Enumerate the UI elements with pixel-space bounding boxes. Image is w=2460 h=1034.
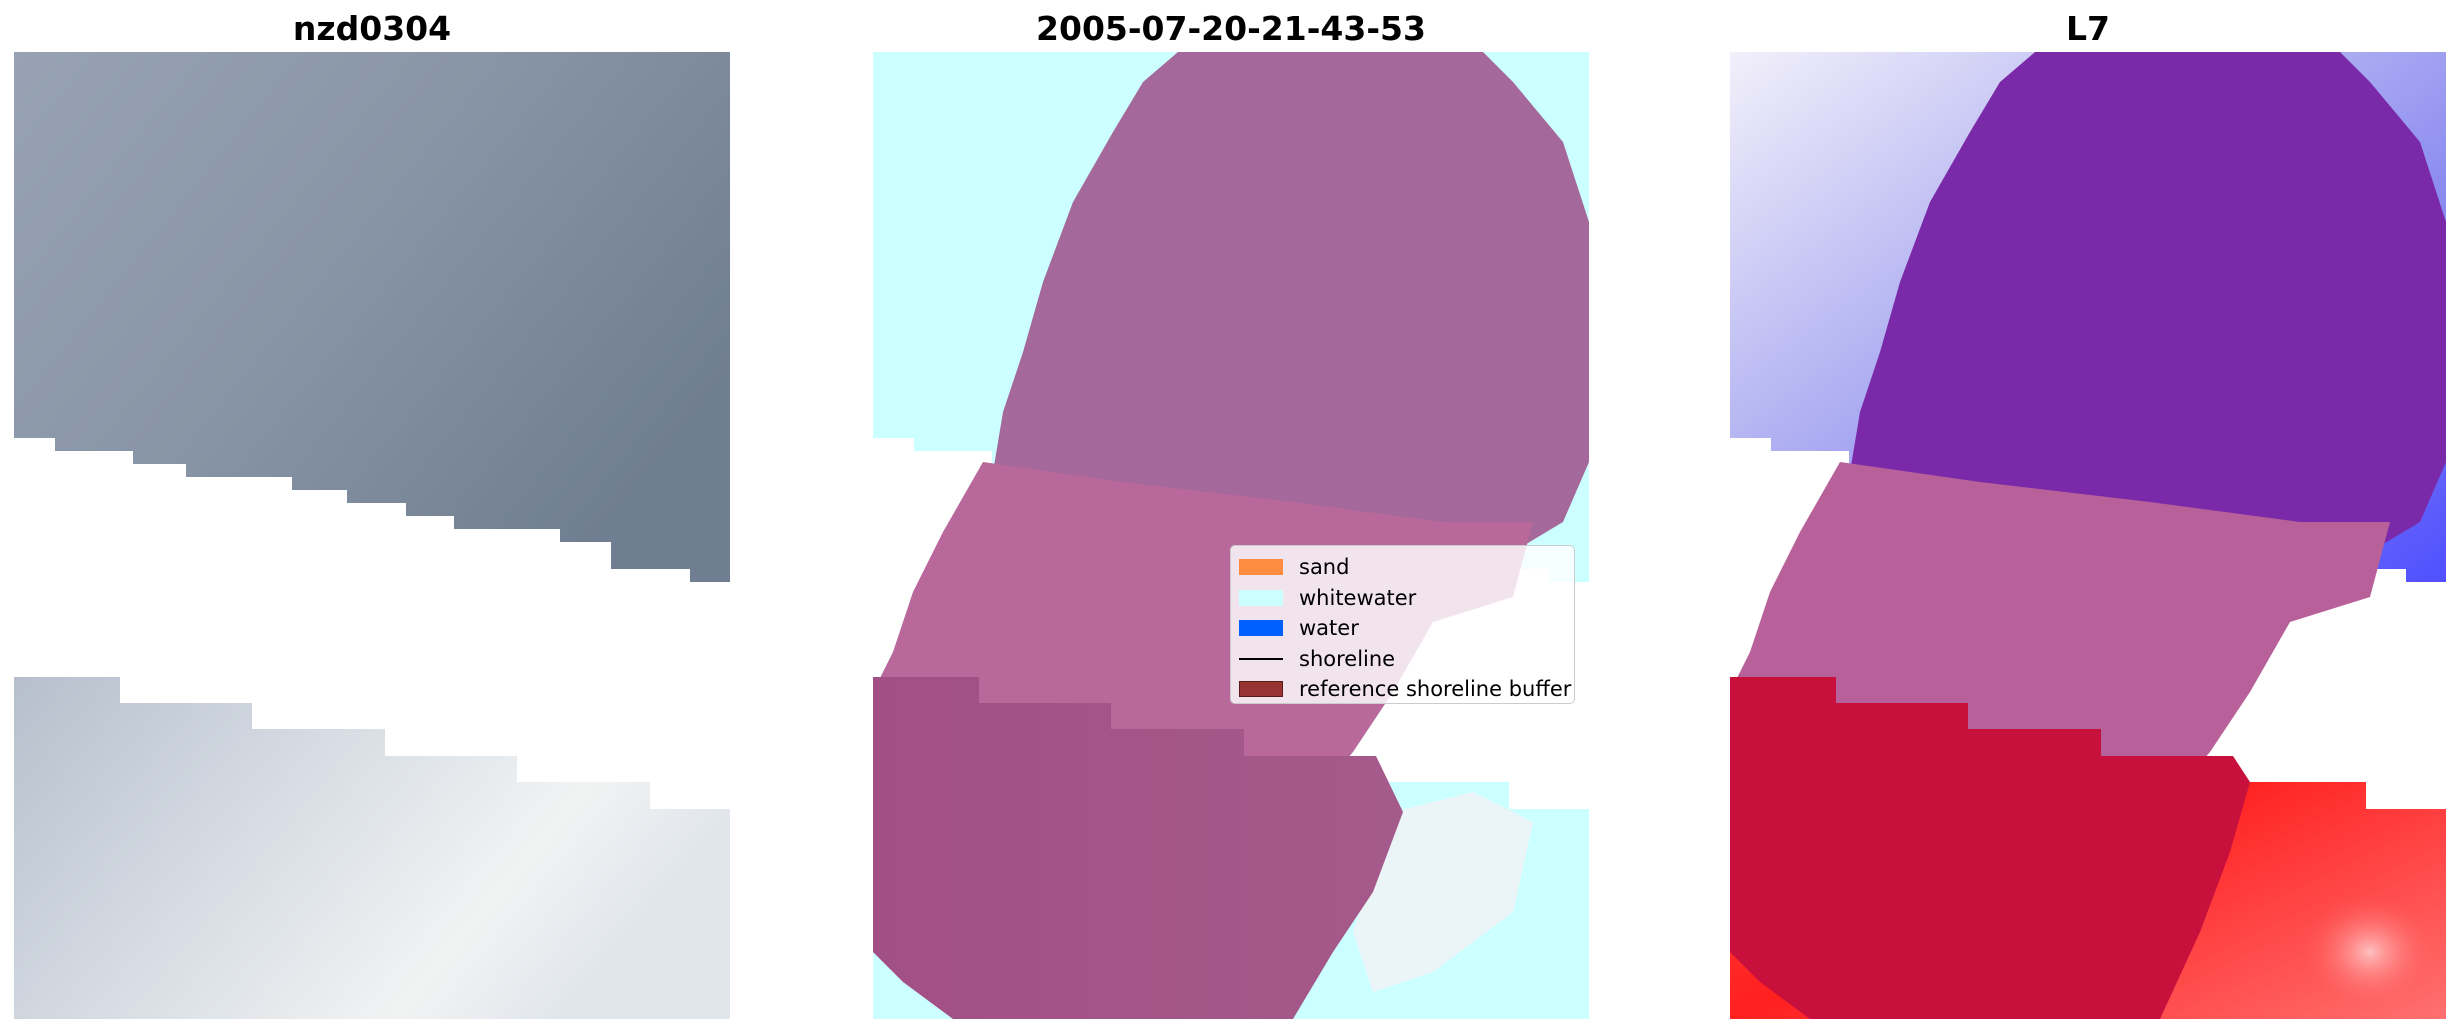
shoreline-line-icon: [1239, 657, 1283, 660]
legend: sand whitewater water shoreline referenc…: [1230, 545, 1575, 704]
index-image-panel: [1730, 52, 2446, 1019]
legend-item-water: water: [1239, 613, 1574, 644]
rgb-image: [14, 52, 730, 1019]
sand-swatch-icon: [1239, 559, 1283, 576]
legend-label: shoreline: [1299, 646, 1396, 671]
index-image: [1730, 52, 2446, 1019]
legend-label: water: [1299, 616, 1359, 641]
legend-item-reference-shoreline-buffer: reference shoreline buffer: [1239, 674, 1574, 705]
legend-item-shoreline: shoreline: [1239, 644, 1574, 675]
water-swatch-icon: [1239, 620, 1283, 637]
legend-label: whitewater: [1299, 585, 1417, 610]
legend-item-sand: sand: [1239, 552, 1574, 583]
classified-image-panel: [873, 52, 1589, 1019]
rgb-image-panel: [14, 52, 730, 1019]
buffer-swatch-icon: [1239, 681, 1283, 698]
legend-label: reference shoreline buffer: [1299, 677, 1572, 702]
classified-image: [873, 52, 1589, 1019]
panel-title-3: L7: [2066, 9, 2110, 48]
whitewater-swatch-icon: [1239, 589, 1283, 606]
panel-title-2: 2005-07-20-21-43-53: [1036, 9, 1426, 48]
panel-title-1: nzd0304: [292, 9, 452, 48]
legend-item-whitewater: whitewater: [1239, 583, 1574, 614]
legend-label: sand: [1299, 555, 1350, 580]
